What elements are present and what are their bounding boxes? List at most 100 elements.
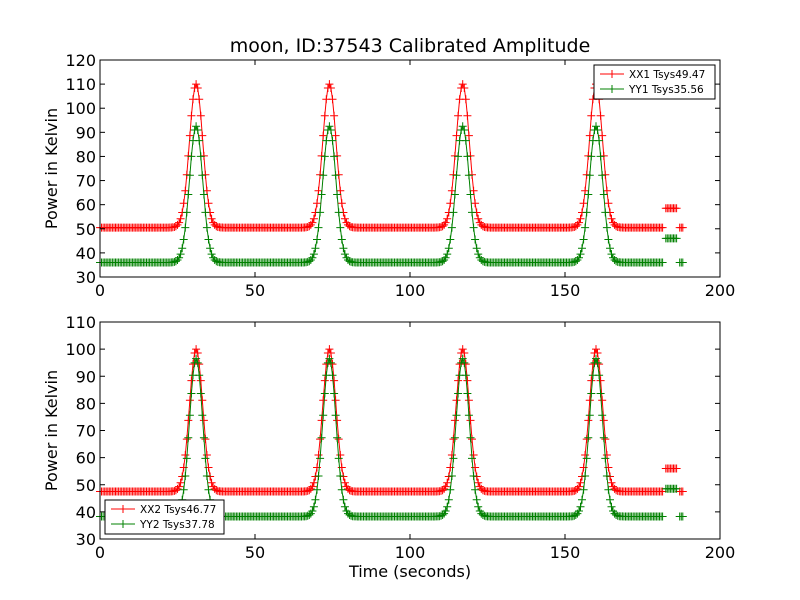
data-point — [582, 435, 591, 444]
data-point — [452, 396, 461, 405]
data-point — [179, 199, 188, 208]
data-point — [585, 411, 594, 420]
data-point — [599, 416, 608, 425]
data-point — [581, 451, 590, 459]
data-point — [195, 360, 204, 369]
data-point — [182, 454, 191, 463]
data-point — [607, 502, 616, 511]
data-point — [441, 482, 450, 491]
data-point — [463, 152, 472, 161]
data-point — [571, 257, 580, 266]
legend-label: XX1 Tsys49.47 — [629, 69, 705, 81]
y-tick-label: 40 — [76, 244, 96, 263]
data-point — [196, 111, 205, 120]
legend-marker — [119, 520, 127, 528]
data-point — [314, 451, 323, 459]
data-point — [316, 435, 325, 444]
data-point — [187, 376, 196, 385]
data-point — [185, 171, 194, 180]
data-point — [334, 454, 343, 463]
data-point — [606, 244, 614, 253]
data-point — [587, 152, 596, 161]
data-point — [571, 511, 580, 519]
data-point — [328, 95, 337, 104]
legend-label: YY1 Tsys35.56 — [628, 84, 704, 96]
data-point — [331, 411, 340, 420]
data-point — [678, 487, 687, 496]
data-point — [460, 358, 469, 367]
data-point — [319, 411, 328, 420]
data-point — [313, 235, 321, 244]
data-point — [579, 235, 588, 244]
data-point — [469, 451, 478, 459]
x-tick-label: 150 — [550, 543, 581, 562]
data-point — [452, 131, 461, 140]
data-point — [612, 486, 621, 495]
data-point — [325, 345, 334, 354]
data-point — [612, 257, 621, 266]
y-tick-label: 60 — [76, 196, 96, 215]
data-point — [599, 190, 608, 199]
data-point — [576, 478, 585, 487]
data-point — [582, 454, 591, 463]
data-point — [672, 464, 681, 473]
data-point — [604, 199, 613, 208]
data-point — [446, 199, 455, 208]
data-point — [592, 345, 600, 354]
y-tick-label: 110 — [65, 313, 96, 332]
data-point — [325, 354, 334, 363]
data-point — [337, 235, 346, 244]
data-point — [460, 126, 469, 134]
legend-label: YY2 Tsys37.78 — [139, 519, 215, 531]
data-point — [601, 435, 610, 444]
data-point — [196, 152, 205, 161]
legend-marker — [608, 85, 616, 93]
y-tick-label: 90 — [76, 367, 96, 386]
data-point — [193, 358, 202, 367]
y-tick-label: 80 — [76, 394, 96, 413]
data-point — [607, 250, 616, 259]
data-point — [184, 416, 193, 425]
data-point — [328, 136, 337, 145]
data-point — [192, 122, 201, 131]
data-point — [201, 208, 210, 217]
y-tick-label: 40 — [76, 503, 96, 522]
data-point — [581, 472, 590, 480]
y-tick-label: 100 — [65, 99, 96, 118]
data-point — [314, 472, 323, 480]
data-point — [316, 454, 325, 463]
data-point — [319, 131, 328, 140]
data-point — [176, 214, 185, 223]
data-point — [464, 396, 473, 405]
data-point — [604, 485, 613, 494]
data-point — [195, 95, 204, 104]
y-axis-label: Power in Kelvin — [42, 108, 61, 229]
data-point — [340, 214, 349, 223]
x-tick-label: 100 — [395, 281, 426, 300]
data-point — [602, 451, 611, 459]
x-tick-label: 50 — [245, 281, 265, 300]
data-point — [326, 358, 335, 367]
data-point — [204, 485, 213, 494]
data-point — [325, 80, 334, 89]
y-tick-label: 70 — [76, 422, 96, 441]
data-point — [595, 136, 604, 145]
data-point — [571, 486, 580, 495]
data-point — [584, 416, 593, 425]
y-tick-label: 90 — [76, 123, 96, 142]
data-point — [443, 478, 452, 487]
data-point — [584, 190, 593, 199]
data-point — [463, 376, 472, 385]
data-point — [461, 371, 470, 380]
data-point — [581, 223, 590, 232]
data-point — [198, 171, 207, 180]
data-point — [466, 416, 475, 425]
data-point — [612, 511, 621, 519]
data-point — [446, 235, 455, 244]
data-point — [582, 208, 591, 217]
data-point — [598, 411, 607, 420]
data-point — [658, 258, 667, 267]
data-point — [460, 84, 469, 92]
data-point — [204, 199, 213, 208]
data-point — [187, 111, 196, 120]
